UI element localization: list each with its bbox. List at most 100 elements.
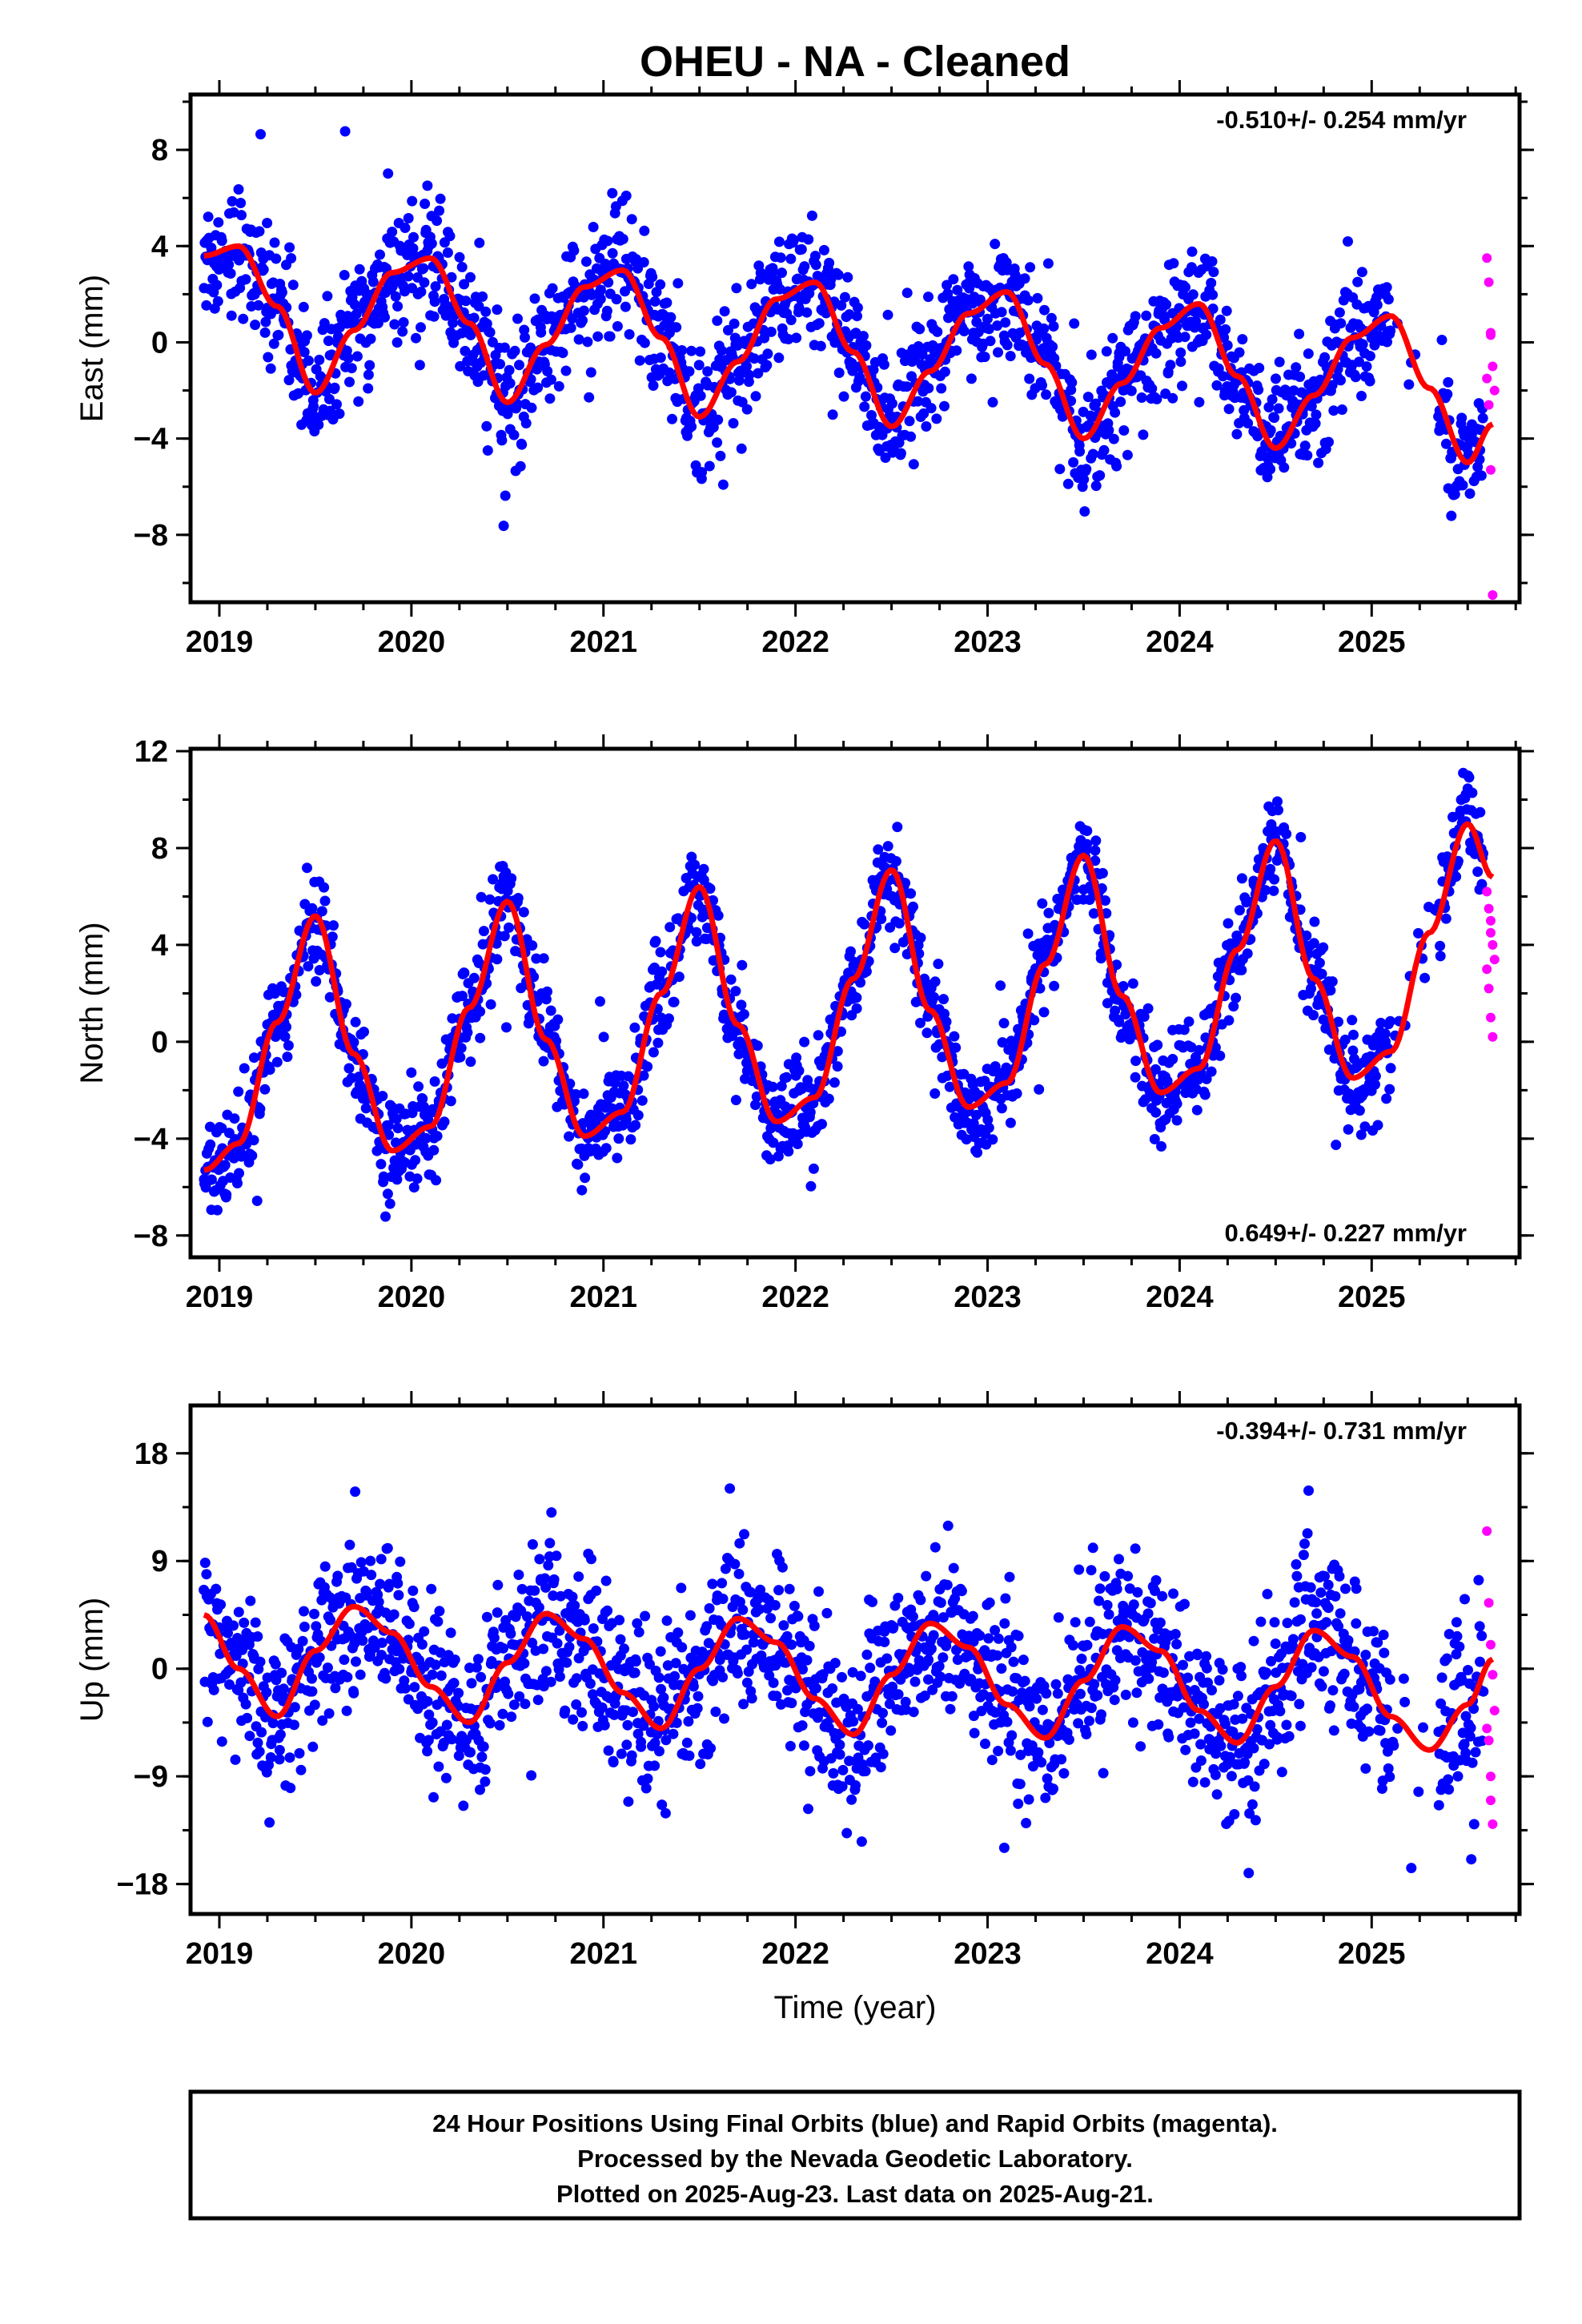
final-orbit-point <box>252 1737 263 1748</box>
final-orbit-point <box>1183 1016 1195 1027</box>
final-orbit-point <box>232 1178 243 1188</box>
final-orbit-point <box>739 1629 750 1640</box>
final-orbit-point <box>649 1760 661 1771</box>
final-orbit-point <box>686 421 697 432</box>
final-orbit-point <box>341 1705 352 1716</box>
final-orbit-point <box>838 391 849 402</box>
final-orbit-point <box>1146 1657 1158 1667</box>
final-orbit-point <box>515 460 526 472</box>
final-orbit-point <box>783 334 794 344</box>
final-orbit-point <box>783 1146 794 1157</box>
final-orbit-point <box>759 332 770 344</box>
final-orbit-point <box>1334 307 1345 318</box>
final-orbit-point <box>655 1646 666 1657</box>
final-orbit-point <box>264 1064 275 1076</box>
final-orbit-point <box>750 1100 761 1111</box>
final-orbit-point <box>598 1031 609 1043</box>
final-orbit-point <box>269 988 280 999</box>
final-orbit-point <box>717 1671 729 1683</box>
final-orbit-point <box>1231 992 1242 1003</box>
final-orbit-point <box>951 345 962 356</box>
final-orbit-point <box>818 244 829 255</box>
final-orbit-point <box>810 259 821 271</box>
final-orbit-point <box>695 390 706 401</box>
final-orbit-point <box>1120 346 1130 357</box>
final-orbit-point <box>1114 1554 1124 1565</box>
final-orbit-point <box>540 1666 552 1677</box>
final-orbit-point <box>212 296 223 307</box>
final-orbit-point <box>547 283 558 294</box>
final-orbit-point <box>681 1737 693 1748</box>
rapid-orbit-point <box>1488 590 1498 600</box>
final-orbit-point <box>1067 1640 1078 1651</box>
plot-frame <box>188 92 1522 605</box>
final-orbit-point <box>677 1642 688 1653</box>
final-orbit-point <box>984 1597 995 1608</box>
final-orbit-point <box>1132 1586 1143 1598</box>
final-orbit-point <box>1279 462 1290 473</box>
final-orbit-point <box>647 271 658 283</box>
final-orbit-point <box>1138 429 1149 440</box>
final-orbit-point <box>578 1088 589 1100</box>
final-orbit-point <box>1309 916 1320 927</box>
final-orbit-point <box>859 919 870 930</box>
final-orbit-point <box>416 286 427 297</box>
final-orbit-point <box>1090 855 1101 866</box>
final-orbit-point <box>1018 1655 1029 1666</box>
final-orbit-point <box>1000 1593 1011 1604</box>
final-orbit-point <box>392 1578 404 1589</box>
final-orbit-point <box>254 226 265 237</box>
final-orbit-point <box>473 300 484 312</box>
final-orbit-point <box>741 404 753 415</box>
final-orbit-point <box>349 300 360 310</box>
final-orbit-point <box>1095 953 1106 964</box>
final-orbit-point <box>767 267 778 278</box>
final-orbit-point <box>939 1008 950 1019</box>
final-orbit-point <box>397 326 408 337</box>
final-orbit-point <box>1150 348 1162 359</box>
final-orbit-point <box>673 971 685 983</box>
final-orbit-point <box>1094 1595 1104 1606</box>
final-orbit-point <box>1350 372 1361 383</box>
final-orbit-point <box>471 1662 482 1673</box>
final-orbit-point <box>1436 335 1447 345</box>
x-tick-label: 2019 <box>186 1281 254 1314</box>
final-orbit-point <box>1082 1639 1093 1651</box>
final-orbit-point <box>1159 314 1170 325</box>
final-orbit-point <box>777 267 787 279</box>
final-orbit-point <box>990 1625 1001 1636</box>
final-orbit-point <box>905 431 917 442</box>
final-orbit-point <box>1440 438 1452 449</box>
final-orbit-point <box>441 1719 452 1731</box>
final-orbit-point <box>1254 363 1265 373</box>
final-orbit-point <box>529 293 540 304</box>
final-orbit-point <box>944 1081 955 1092</box>
final-orbit-point <box>1127 1717 1138 1728</box>
final-orbit-point <box>837 1781 848 1792</box>
final-orbit-point <box>432 1616 444 1627</box>
final-orbit-point <box>564 1131 575 1142</box>
final-orbit-point <box>688 1681 699 1692</box>
final-orbit-point <box>887 1681 898 1692</box>
final-orbit-point <box>354 263 365 275</box>
final-orbit-point <box>508 429 520 440</box>
final-orbit-point <box>565 322 576 333</box>
final-orbit-point <box>457 991 468 1002</box>
final-orbit-point <box>576 1184 588 1196</box>
final-orbit-point <box>442 247 453 258</box>
final-orbit-point <box>744 369 755 380</box>
final-orbit-point <box>569 1600 580 1611</box>
final-orbit-point <box>545 1676 556 1687</box>
final-orbit-point <box>930 1088 941 1099</box>
final-orbit-point <box>992 1650 1003 1661</box>
final-orbit-point <box>1111 460 1122 472</box>
final-orbit-point <box>846 358 857 369</box>
final-orbit-point <box>1403 379 1415 390</box>
final-orbit-point <box>942 1520 954 1531</box>
final-orbit-point <box>971 316 982 328</box>
final-orbit-point <box>1108 433 1119 444</box>
final-orbit-point <box>1207 304 1219 314</box>
final-orbit-point <box>653 1672 665 1683</box>
final-orbit-point <box>248 1135 259 1146</box>
final-orbit-point <box>704 460 715 472</box>
